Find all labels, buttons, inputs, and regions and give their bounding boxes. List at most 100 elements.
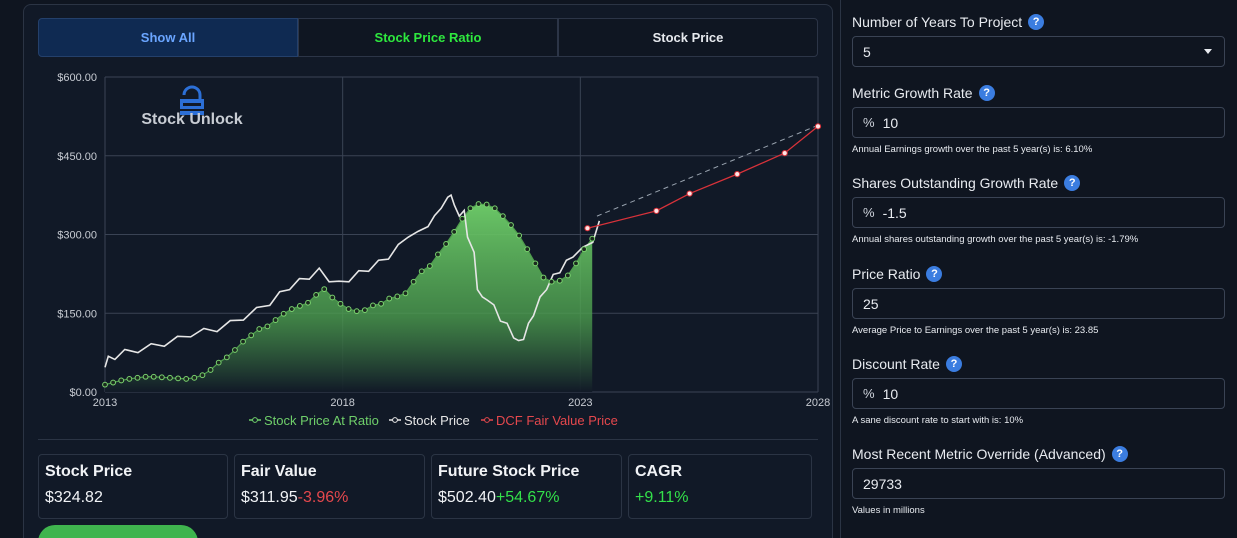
ratio-point <box>345 306 352 312</box>
help-icon[interactable]: ? <box>1064 175 1081 191</box>
y-tick-label: $150.00 <box>57 308 97 320</box>
summary-cards: Stock Price $324.82 Fair Value $311.95-3… <box>38 454 812 519</box>
ratio-point <box>451 228 458 235</box>
legend-marker <box>252 417 258 423</box>
ratio-point <box>532 260 539 267</box>
ratio-point <box>175 375 181 382</box>
ratio-point <box>321 286 328 293</box>
settings-panel: Number of Years To Project? 5 Metric Gro… <box>840 0 1237 538</box>
ratio-point <box>329 294 336 301</box>
card-value: $311.95-3.96% <box>241 489 349 506</box>
ratio-point <box>134 374 141 381</box>
ratio-point <box>443 241 449 247</box>
ratio-point <box>215 359 222 366</box>
chart-panel: Show All Stock Price Ratio Stock Price <box>23 4 833 538</box>
ratio-point <box>556 277 563 284</box>
ratio-point <box>491 205 498 212</box>
price-ratio-field: Price Ratio? 25 Average Price to Earning… <box>852 264 1225 339</box>
help-icon[interactable]: ? <box>926 266 943 282</box>
ratio-point <box>280 310 287 317</box>
ratio-point <box>418 268 425 275</box>
price-line <box>104 193 601 368</box>
dcf-point <box>653 207 660 214</box>
legend-label: Stock Price <box>404 413 470 428</box>
years-select[interactable]: 5 <box>852 36 1225 67</box>
legend-label: DCF Fair Value Price <box>496 413 618 428</box>
card-label: CAGR <box>635 463 683 480</box>
ratio-point <box>353 308 360 315</box>
ratio-area <box>105 204 593 392</box>
card-value: $324.82 <box>45 489 103 506</box>
ratio-point <box>524 246 531 253</box>
ratio-point <box>410 278 417 285</box>
card-label: Stock Price <box>45 463 133 480</box>
ratio-point <box>467 205 474 212</box>
card-fair-value: Fair Value $311.95-3.96% <box>234 454 425 519</box>
price-ratio-hint: Average Price to Earnings over the past … <box>852 325 1099 336</box>
tab-stock-price-ratio[interactable]: Stock Price Ratio <box>298 18 558 57</box>
price-ratio-input[interactable]: 25 <box>852 288 1225 319</box>
ratio-point <box>459 215 466 222</box>
discount-input[interactable]: % 10 <box>852 378 1225 409</box>
ratio-point <box>386 295 393 302</box>
ratio-point <box>126 375 133 382</box>
help-icon[interactable]: ? <box>1111 446 1128 462</box>
shares-growth-input[interactable]: % -1.5 <box>852 197 1225 228</box>
help-icon[interactable]: ? <box>978 85 995 101</box>
ratio-point <box>378 300 384 307</box>
card-future-stock-price: Future Stock Price $502.40+54.67% <box>431 454 622 519</box>
ratio-point <box>296 303 303 309</box>
help-icon[interactable]: ? <box>1028 14 1045 30</box>
ratio-point <box>248 332 255 339</box>
ratio-point <box>499 213 506 220</box>
x-tick-label: 2013 <box>93 397 117 409</box>
ratio-point <box>191 374 198 381</box>
legend-label: Stock Price At Ratio <box>264 413 379 428</box>
y-tick-label: $300.00 <box>57 230 97 242</box>
ratio-point <box>142 373 149 380</box>
brand-watermark: Stock Unlock <box>141 85 243 128</box>
lock-logo-icon <box>180 85 204 115</box>
metric-growth-input[interactable]: % 10 <box>852 107 1225 138</box>
ratio-point <box>240 338 246 345</box>
ratio-point <box>361 307 368 314</box>
shares-growth-hint: Annual shares outstanding growth over th… <box>852 234 1139 245</box>
ratio-point <box>426 263 433 269</box>
show-calculations-button[interactable]: Show Calculations <box>38 525 198 538</box>
ratio-point <box>483 201 490 208</box>
discount-hint: A sane discount rate to start with is: 1… <box>852 415 1024 426</box>
tab-show-all[interactable]: Show All <box>38 18 298 57</box>
ratio-point <box>581 246 587 253</box>
ratio-point <box>508 222 514 228</box>
ratio-point <box>167 374 173 381</box>
ratio-point <box>589 235 596 242</box>
projection-line <box>596 124 819 217</box>
tab-stock-price[interactable]: Stock Price <box>558 18 818 57</box>
ratio-point <box>207 367 214 373</box>
chart-tabs: Show All Stock Price Ratio Stock Price <box>38 18 818 57</box>
dcf-point <box>734 171 741 178</box>
recent-metric-input[interactable]: 29733 <box>852 468 1225 499</box>
ratio-point <box>199 372 206 379</box>
metric-growth-field: Metric Growth Rate? % 10 Annual Earnings … <box>852 83 1225 158</box>
card-value: $502.40+54.67% <box>438 489 560 506</box>
brand-name: Stock Unlock <box>141 111 242 128</box>
ratio-point <box>150 373 157 380</box>
years-field: Number of Years To Project? 5 <box>852 12 1225 67</box>
ratio-point <box>435 251 441 258</box>
chart-legend: Stock Price At Ratio Stock Price DCF Fair … <box>249 413 618 428</box>
card-label: Fair Value <box>241 463 317 480</box>
x-tick-label: 2028 <box>806 397 830 409</box>
ratio-point <box>264 323 271 330</box>
ratio-point <box>475 201 482 207</box>
divider <box>38 439 818 440</box>
help-icon[interactable]: ? <box>945 356 962 372</box>
ratio-point <box>548 278 555 285</box>
chevron-down-icon <box>1204 49 1212 54</box>
ratio-point <box>232 347 238 353</box>
legend-marker <box>392 417 398 423</box>
ratio-point <box>573 260 579 267</box>
y-tick-label: $600.00 <box>57 72 97 84</box>
ratio-point <box>370 302 376 309</box>
recent-metric-field: Most Recent Metric Override (Advanced)? … <box>852 444 1225 519</box>
